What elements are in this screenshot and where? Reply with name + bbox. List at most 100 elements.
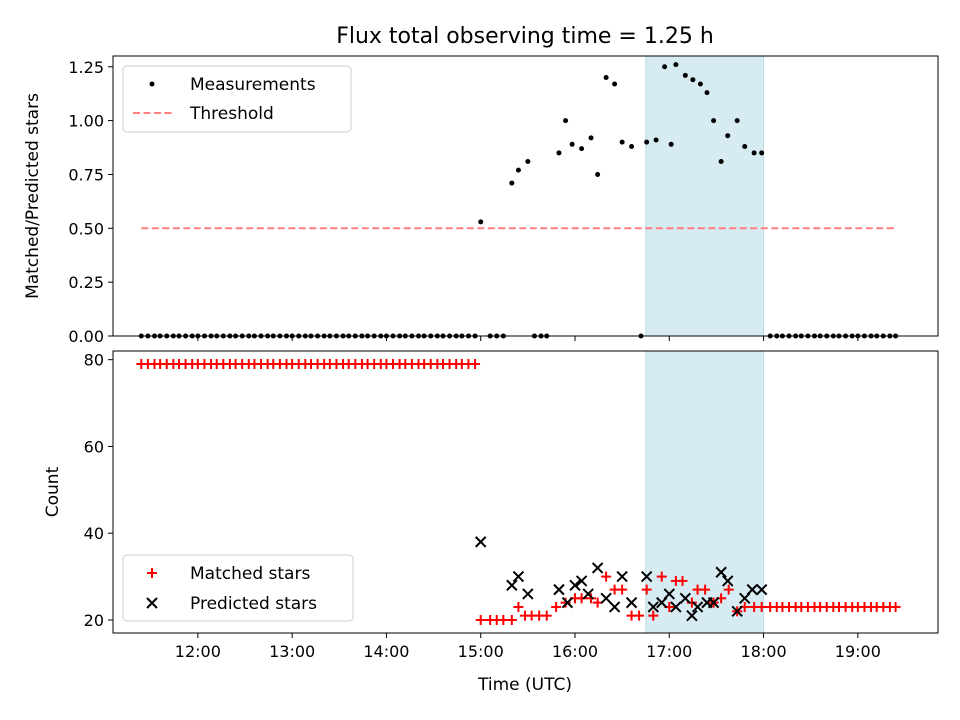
x-tick-label: 13:00 <box>269 642 315 661</box>
predicted-star-point <box>522 588 534 600</box>
predicted-star-point <box>553 583 565 596</box>
y-tick-label: 0.50 <box>68 219 104 238</box>
predicted-star-point <box>608 601 621 613</box>
x-tick-label: 12:00 <box>175 642 221 661</box>
predicted-star-point <box>561 596 574 609</box>
predicted-star-point <box>647 601 659 613</box>
matched-star-point <box>700 584 711 595</box>
matched-star-point <box>541 610 552 621</box>
measurement-point <box>509 180 515 186</box>
matched-star-point <box>890 601 901 612</box>
top-y-ticks: 0.00 0.25 0.50 0.75 1.00 1.25 <box>68 58 113 346</box>
x-tick-label: 19:00 <box>835 642 881 661</box>
predicted-star-point <box>707 596 720 609</box>
measurement-point <box>644 139 650 145</box>
predicted-star-point <box>640 570 653 583</box>
top-shaded-interval <box>645 55 765 337</box>
matched-star-point <box>656 571 667 582</box>
chart-title: Flux total observing time = 1.25 h <box>336 24 714 49</box>
x-tick-label: 18:00 <box>741 642 787 661</box>
x-tick-label: 16:00 <box>552 642 598 661</box>
predicted-star-point <box>600 592 612 604</box>
matched-star-point <box>560 597 571 608</box>
predicted-star-point <box>591 562 604 574</box>
matched-star-point <box>470 359 481 370</box>
measurement-point <box>629 143 635 149</box>
x-tick-label: 15:00 <box>458 642 504 661</box>
measurement-point <box>612 81 618 87</box>
top-x-ticks <box>197 336 859 341</box>
top-legend: Measurements Threshold <box>122 65 352 133</box>
bottom-legend-box <box>122 554 354 622</box>
top-legend-box <box>122 65 352 133</box>
predicted-star-point <box>715 566 727 578</box>
matched-star-point <box>648 610 659 621</box>
bottom-y-ticks: 20 40 60 80 <box>84 351 113 630</box>
measurement-point <box>711 118 717 124</box>
legend-threshold-label: Threshold <box>189 104 274 124</box>
measurement-point <box>525 159 531 165</box>
matched-star-point <box>498 614 509 625</box>
top-y-axis-label: Matched/Predicted stars <box>23 93 43 299</box>
measurement-point <box>579 146 585 152</box>
predicted-star-point <box>670 601 682 613</box>
predicted-star-point <box>512 570 525 583</box>
measurement-point <box>682 72 688 78</box>
y-tick-label: 0.75 <box>68 165 104 184</box>
matched-star-point <box>506 614 517 625</box>
y-tick-label: 20 <box>84 611 104 630</box>
measurement-point <box>653 137 659 143</box>
measurement-point <box>556 150 562 156</box>
matched-star-point <box>475 614 486 625</box>
y-tick-label: 1.00 <box>68 112 104 131</box>
legend-predicted-label: Predicted stars <box>190 594 317 614</box>
legend-measurements-label: Measurements <box>190 75 316 95</box>
predicted-star-point <box>506 579 518 591</box>
y-tick-label: 0.25 <box>68 273 104 292</box>
predicted-star-point <box>582 588 594 600</box>
measurement-point <box>595 171 601 177</box>
predicted-star-point <box>731 605 743 618</box>
matched-star-point <box>723 584 734 595</box>
top-panel: 0.00 0.25 0.50 0.75 1.00 1.25 Matched/Predict… <box>23 55 939 346</box>
legend-predicted-marker <box>146 597 158 609</box>
measurement-point <box>704 90 710 96</box>
matched-star-point <box>641 584 652 595</box>
measurement-point <box>751 150 757 156</box>
measurement-point <box>742 143 748 149</box>
bottom-plot-frame <box>112 350 939 634</box>
measurement-point <box>718 159 724 165</box>
bottom-marks <box>136 359 901 625</box>
predicted-star-point <box>679 592 692 604</box>
matched-star-point <box>617 584 628 595</box>
y-tick-label: 80 <box>84 351 104 370</box>
measurement-point <box>588 135 594 141</box>
y-tick-label: 1.25 <box>68 58 104 77</box>
measurement-point <box>668 141 674 147</box>
y-tick-label: 40 <box>84 524 104 543</box>
measurement-point <box>569 141 575 147</box>
legend-matched-marker <box>147 568 157 578</box>
y-tick-label: 0.00 <box>68 327 104 346</box>
matched-star-point <box>756 601 767 612</box>
measurement-point <box>759 150 765 156</box>
x-axis-label: Time (UTC) <box>477 675 572 695</box>
measurement-point <box>697 81 703 87</box>
bottom-y-axis-label: Count <box>43 466 63 517</box>
matched-star-point <box>677 575 688 586</box>
predicted-star-point <box>722 575 734 587</box>
predicted-star-point <box>575 575 588 587</box>
legend-matched-label: Matched stars <box>190 564 310 584</box>
x-tick-label: 14:00 <box>363 642 409 661</box>
x-tick-label: 17:00 <box>646 642 692 661</box>
legend-measurements-marker <box>149 81 155 87</box>
measurement-point <box>563 118 569 124</box>
matched-star-point <box>634 610 645 621</box>
bottom-x-ticks: 12:00 13:00 14:00 15:00 16:00 17:00 18:00 19:00 <box>175 633 881 661</box>
matched-star-point <box>601 571 612 582</box>
predicted-star-point <box>755 583 768 596</box>
predicted-star-point <box>625 596 638 609</box>
predicted-star-point <box>686 609 698 622</box>
matched-star-point <box>586 593 597 604</box>
measurement-point <box>662 64 668 70</box>
